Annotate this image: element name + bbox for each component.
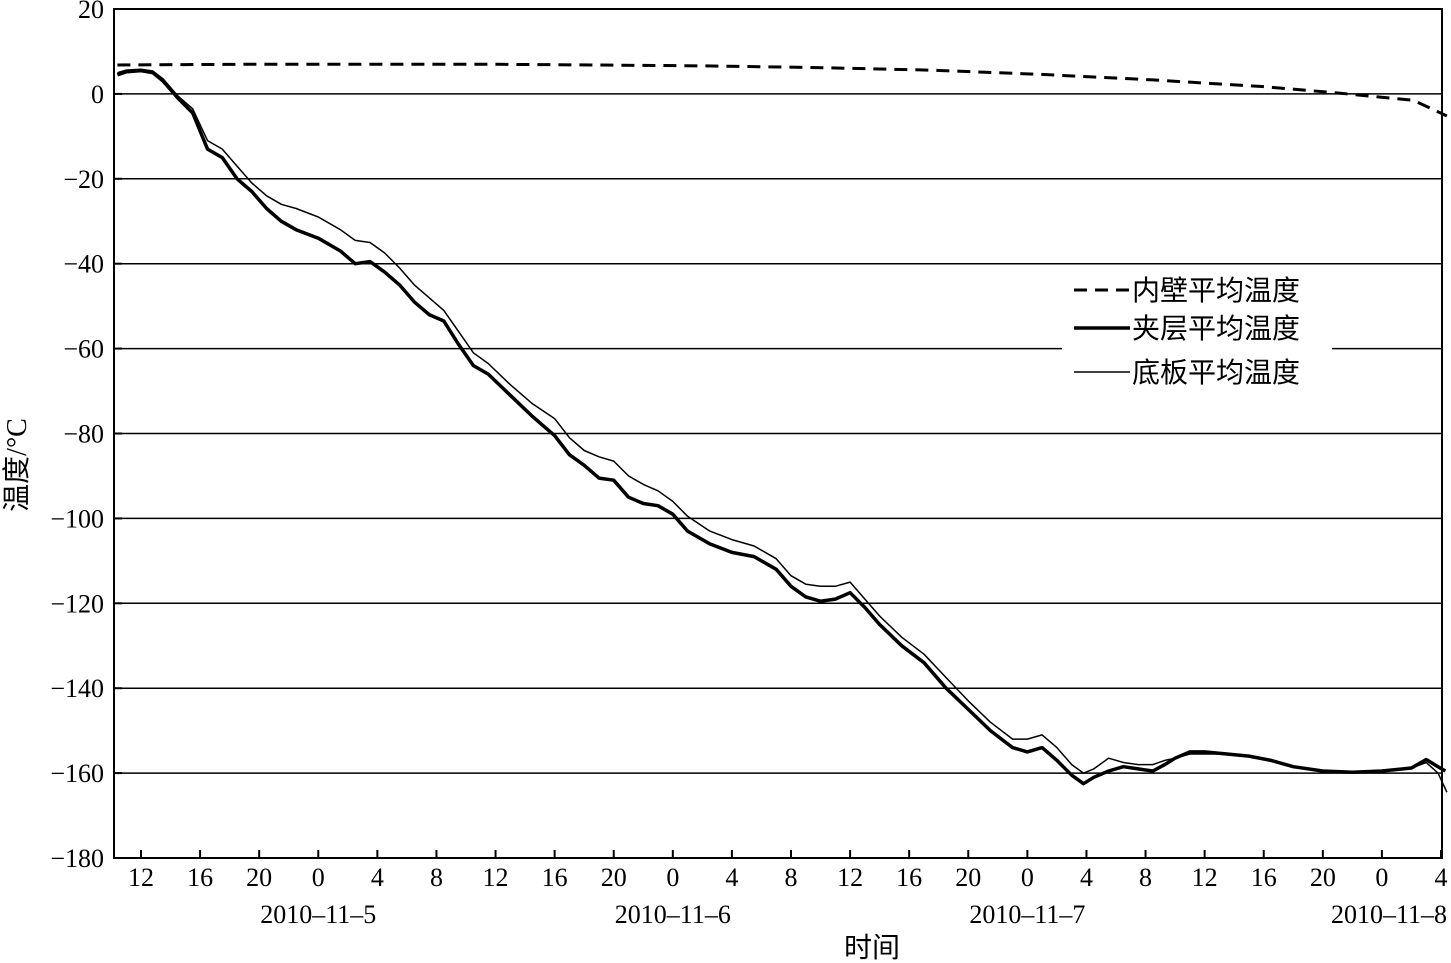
legend-label: 内壁平均温度 (1132, 275, 1300, 307)
x-axis-title: 时间 (844, 932, 900, 963)
x-tick-label: 8 (785, 863, 798, 892)
x-tick-label: 8 (430, 863, 443, 892)
x-tick-label: 4 (725, 863, 738, 892)
gridlines (114, 93, 1442, 774)
y-axis-title: 温度/°C (1, 418, 33, 512)
y-tick-label: −180 (50, 844, 104, 873)
x-tick-label: 0 (1021, 863, 1034, 892)
y-tick-label: −40 (63, 250, 104, 279)
series-line-3 (117, 68, 1448, 793)
date-label: 2010–11–7 (969, 900, 1085, 929)
x-tick-label: 4 (371, 863, 384, 892)
x-tick-label: 12 (1192, 863, 1218, 892)
x-tick-label: 20 (246, 863, 272, 892)
legend-label: 夹层平均温度 (1132, 313, 1300, 345)
date-label: 2010–11–5 (260, 900, 376, 929)
x-tick-label: 20 (1310, 863, 1336, 892)
y-tick-label: −160 (50, 759, 104, 788)
x-tick-label: 12 (837, 863, 863, 892)
y-tick-label: −20 (63, 165, 104, 194)
x-tick-label: 20 (955, 863, 981, 892)
x-tick-label: 8 (1139, 863, 1152, 892)
y-tick-label: −100 (50, 504, 104, 533)
y-tick-label: −80 (63, 420, 104, 449)
y-tick-label: −60 (63, 335, 104, 364)
x-tick-label: 16 (896, 863, 922, 892)
series-line-2 (116, 68, 1447, 786)
x-tick-label: 4 (1435, 863, 1448, 892)
x-tick-label: 0 (666, 863, 679, 892)
x-tick-label: 0 (312, 863, 325, 892)
x-axis-ticks: 12 16 20 0 4 8 12 16 20 0 4 8 12 16 20 0 4 8 12 16 20 0 4 (128, 850, 1448, 892)
x-tick-label: 4 (1080, 863, 1093, 892)
x-tick-label: 16 (1251, 863, 1277, 892)
series-lines (116, 62, 1448, 793)
x-tick-label: 16 (542, 863, 568, 892)
legend-label: 底板平均温度 (1132, 357, 1300, 389)
y-tick-label: 0 (91, 80, 104, 109)
y-axis-ticks: 20 0 −20 −40 −60 −80 −100 −120 −140 −160 −180 (50, 0, 122, 873)
series-line-1 (117, 62, 1448, 118)
x-tick-label: 20 (601, 863, 627, 892)
y-tick-label: −120 (50, 589, 104, 618)
x-tick-label: 0 (1375, 863, 1388, 892)
y-tick-label: 20 (78, 0, 104, 24)
date-labels: 2010–11–5 2010–11–6 2010–11–7 2010–11–8 (260, 900, 1447, 929)
x-tick-label: 16 (187, 863, 213, 892)
date-label: 2010–11–8 (1331, 900, 1447, 929)
y-tick-label: −140 (50, 674, 104, 703)
x-tick-label: 12 (483, 863, 509, 892)
date-label: 2010–11–6 (615, 900, 731, 929)
x-tick-label: 12 (128, 863, 154, 892)
